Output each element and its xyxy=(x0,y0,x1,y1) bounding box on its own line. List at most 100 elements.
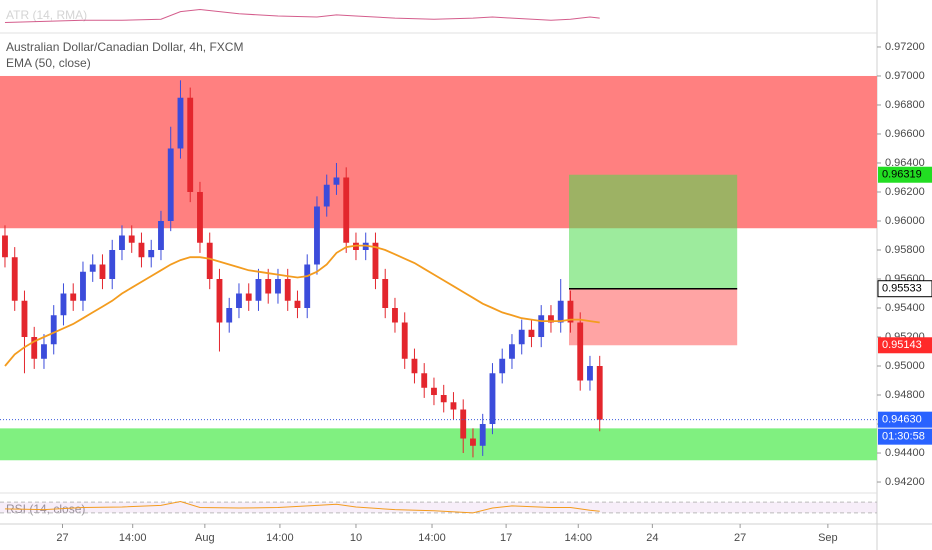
y-tick-label: 0.96600 xyxy=(885,128,925,140)
candle-body xyxy=(255,278,262,301)
candle-body xyxy=(548,315,554,323)
y-tick-label: 0.95400 xyxy=(885,302,925,314)
x-tick-label: 14:00 xyxy=(119,532,147,544)
candle-body xyxy=(499,358,506,374)
candle-body xyxy=(21,300,28,338)
candle-body xyxy=(197,191,203,243)
candle-body xyxy=(128,235,135,243)
candle-body xyxy=(421,373,428,388)
zone xyxy=(0,75,877,229)
candle-body xyxy=(567,300,574,323)
candle-body xyxy=(206,242,213,279)
y-tick-label: 0.96800 xyxy=(885,99,925,111)
y-tick-label: 0.94800 xyxy=(885,389,925,401)
price-label-bg xyxy=(878,337,932,354)
x-tick-label: Aug xyxy=(195,532,215,544)
candle-body xyxy=(323,184,330,207)
atr-line xyxy=(4,8,600,23)
y-tick-label: 0.97200 xyxy=(885,41,925,53)
main-pane xyxy=(0,75,877,461)
candle-body xyxy=(392,308,398,323)
candle-body xyxy=(538,315,545,338)
candle-body xyxy=(216,278,223,323)
candle-body xyxy=(41,344,47,359)
atr-label: ATR (14, RMA) xyxy=(6,8,87,22)
candle-body xyxy=(245,293,252,301)
countdown-bg xyxy=(878,428,932,445)
ema-line xyxy=(4,244,600,367)
candle-body xyxy=(294,300,301,309)
y-tick-label: 0.97000 xyxy=(885,70,925,82)
y-tick-label: 0.95800 xyxy=(885,244,925,256)
y-tick-label: 0.94400 xyxy=(885,447,925,459)
y-tick-label: 0.96000 xyxy=(885,215,925,227)
x-tick-label: 10 xyxy=(350,532,362,544)
x-tick-label: 14:00 xyxy=(418,532,446,544)
candle-body xyxy=(577,322,584,381)
countdown: 01:30:58 xyxy=(882,431,925,443)
candle-body xyxy=(518,329,525,345)
stop-zone xyxy=(569,288,738,346)
candle-body xyxy=(187,97,194,192)
candle-body xyxy=(509,344,515,359)
candle-body xyxy=(148,249,155,258)
candle-body xyxy=(167,148,174,221)
candle-body xyxy=(431,387,437,396)
candle-body xyxy=(489,373,496,425)
x-tick-label: Sep xyxy=(818,532,838,544)
candle-body xyxy=(411,358,418,374)
candle-body xyxy=(401,322,408,359)
candle-body xyxy=(177,97,184,149)
candle-body xyxy=(314,206,320,265)
price-label-bg xyxy=(878,411,932,428)
x-tick-label: 17 xyxy=(500,532,512,544)
candle-body xyxy=(31,337,38,359)
candle-body xyxy=(596,366,603,420)
x-tick-label: 27 xyxy=(734,532,746,544)
candle-body xyxy=(11,257,18,301)
x-tick-label: 27 xyxy=(56,532,68,544)
candle-body xyxy=(275,278,281,294)
price-label: 0.94630 xyxy=(882,414,922,426)
candle-body xyxy=(304,264,311,309)
price-label: 0.95533 xyxy=(882,283,922,295)
price-label: 0.96319 xyxy=(882,169,922,181)
y-tick-label: 0.96200 xyxy=(885,186,925,198)
candle-body xyxy=(479,424,486,446)
candle-body xyxy=(587,366,593,381)
candle-body xyxy=(60,293,67,316)
x-tick-label: 14:00 xyxy=(564,532,592,544)
candle-body xyxy=(236,293,242,309)
candle-body xyxy=(119,235,125,250)
candle-body xyxy=(138,242,145,258)
x-tick-label: 24 xyxy=(646,532,658,544)
candle-body xyxy=(470,438,476,446)
chart-title: Australian Dollar/Canadian Dollar, 4h, F… xyxy=(6,40,243,54)
candle-body xyxy=(50,315,57,345)
candle-body xyxy=(158,220,164,250)
candle-body xyxy=(226,308,233,323)
candle-body xyxy=(460,409,467,439)
candle-body xyxy=(70,293,77,301)
indicator-label: EMA (50, close) xyxy=(6,56,91,70)
y-tick-label: 0.96400 xyxy=(885,157,925,169)
candle-body xyxy=(382,278,389,309)
candle-body xyxy=(265,278,272,294)
y-tick-label: 0.94200 xyxy=(885,476,925,488)
candle-body xyxy=(372,242,379,279)
candle-body xyxy=(343,177,350,243)
candle-body xyxy=(284,278,291,301)
rsi-band xyxy=(0,502,877,513)
candle-body xyxy=(80,271,86,301)
price-label: 0.95143 xyxy=(882,339,922,351)
price-label-bg xyxy=(877,280,932,298)
price-label-bg xyxy=(878,166,932,183)
candle-body xyxy=(2,235,8,258)
zone xyxy=(0,428,877,461)
x-tick-label: 14:00 xyxy=(266,532,294,544)
candle-body xyxy=(528,329,535,338)
candle-body xyxy=(99,264,106,279)
target-zone xyxy=(569,174,738,289)
candle-body xyxy=(89,264,96,272)
